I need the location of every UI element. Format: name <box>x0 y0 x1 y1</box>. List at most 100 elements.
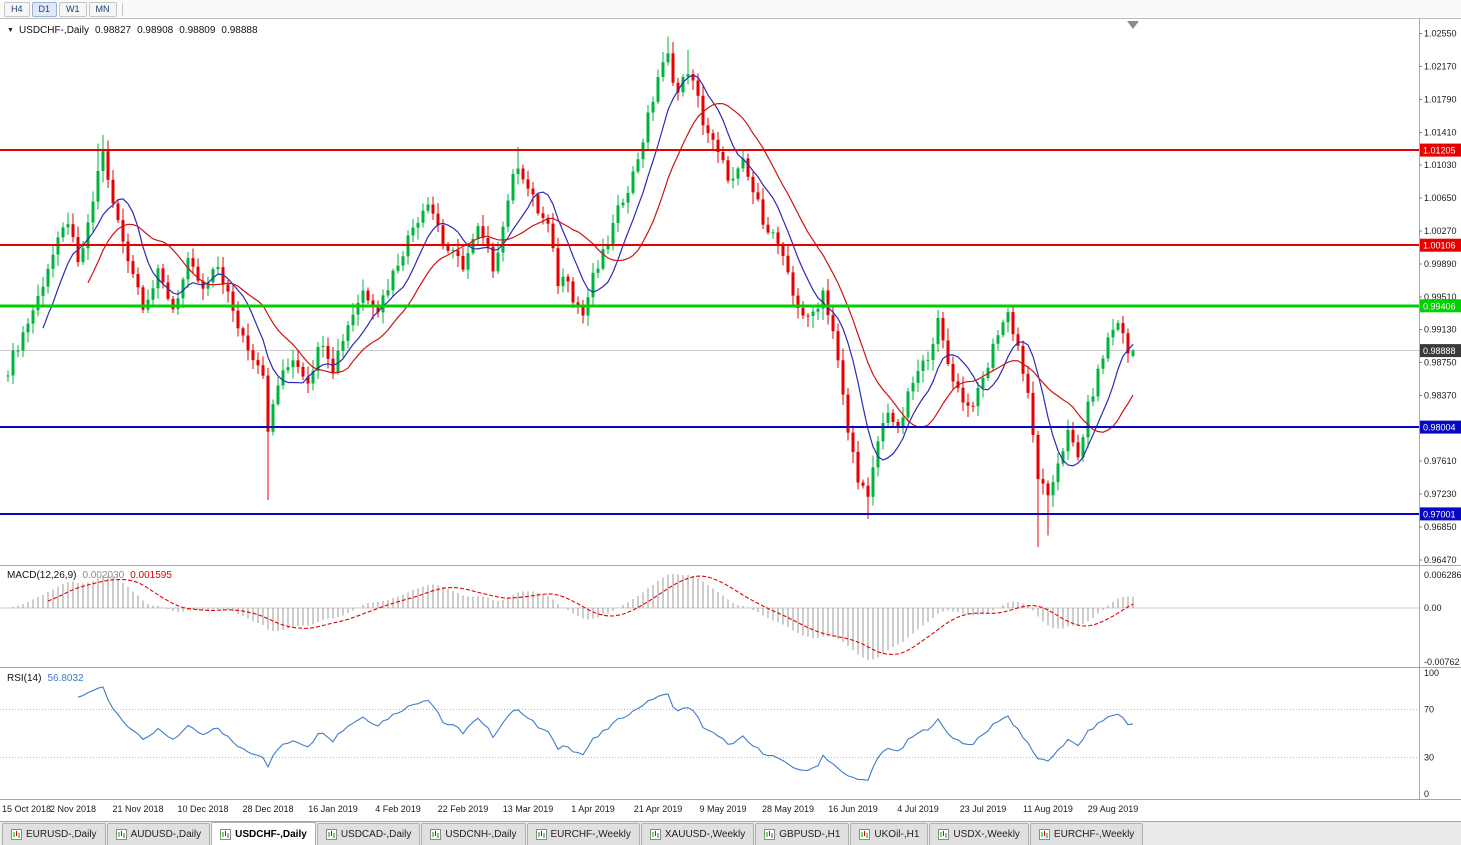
mini-chart-icon <box>535 829 547 840</box>
mini-chart-icon <box>1038 829 1050 840</box>
date-tick-label: 28 Dec 2018 <box>242 804 293 814</box>
date-tick-label: 11 Aug 2019 <box>1023 804 1073 814</box>
timeframe-mn-button[interactable]: MN <box>88 1 117 17</box>
price-badge <box>1420 143 1461 157</box>
chart-workspace[interactable]: 1.02550 1.02170 1.01790 1.01410 1.01030 1.006… <box>0 19 1461 821</box>
price-tick-label: 1.00650 <box>1424 193 1457 203</box>
date-tick-label: 21 Nov 2018 <box>112 804 163 814</box>
chart-tab-4[interactable]: USDCAD-,Daily <box>316 823 421 845</box>
chart-tab-1[interactable]: EURUSD-,Daily <box>2 823 106 845</box>
collapse-arrow-icon: ▼ <box>7 27 14 34</box>
price-badge-label: 0.99406 <box>1423 301 1456 311</box>
chart-title: ▼ USDCHF-,Daily 0.98827 0.98908 0.98809 … <box>7 25 258 36</box>
mini-chart-icon <box>938 829 950 840</box>
price-badge <box>1420 238 1461 252</box>
chart-tab-5[interactable]: USDCNH-,Daily <box>421 823 526 845</box>
price-tick-label: 0.98750 <box>1424 358 1457 368</box>
price-badge-label: 1.01205 <box>1423 146 1456 156</box>
timeframe-toolbar: H4 D1 W1 MN <box>0 0 1461 19</box>
chart-tab-label: UKOil-,H1 <box>874 829 920 840</box>
rsi-axis-label: 0 <box>1424 789 1429 799</box>
macd-main-value: 0.002030 <box>82 570 125 581</box>
chart-tab-7[interactable]: XAUUSD-,Weekly <box>640 823 755 845</box>
price-tick-label: 1.02550 <box>1424 29 1457 39</box>
chart-tab-label: USDCNH-,Daily <box>445 829 517 840</box>
price-badge <box>1420 299 1461 313</box>
toolbar-separator <box>121 2 123 16</box>
date-tick-label: 1 Apr 2019 <box>571 804 615 814</box>
date-axis[interactable] <box>0 800 1419 821</box>
price-badge <box>1420 344 1461 358</box>
chart-canvas[interactable]: 1.02550 1.02170 1.01790 1.01410 1.01030 1.006… <box>0 19 1461 821</box>
price-badge-label: 0.98004 <box>1423 423 1456 433</box>
price-tick-label: 1.01790 <box>1424 95 1457 105</box>
chart-tab-label: USDCHF-,Daily <box>235 828 307 840</box>
price-tick-label: 1.00270 <box>1424 226 1457 236</box>
date-tick-label: 10 Dec 2018 <box>177 804 228 814</box>
chart-tab-label: USDCAD-,Daily <box>340 829 412 840</box>
chart-tab-label: EURCHF-,Weekly <box>550 829 631 840</box>
date-tick-label: 4 Jul 2019 <box>897 804 939 814</box>
ma-slow-line <box>87 102 1134 433</box>
date-tick-label: 16 Jun 2019 <box>828 804 878 814</box>
candlestick-series <box>6 36 1135 547</box>
mini-chart-icon <box>764 829 776 840</box>
mini-chart-icon <box>115 829 127 840</box>
date-tick-label: 22 Feb 2019 <box>438 804 489 814</box>
price-tick-label: 0.98370 <box>1424 390 1457 400</box>
date-tick-label: 23 Jul 2019 <box>960 804 1007 814</box>
price-tick-label: 0.99890 <box>1424 259 1457 269</box>
symbol-timeframe-label: USDCHF-,Daily <box>18 25 89 36</box>
chart-tab-3[interactable]: USDCHF-,Daily <box>211 822 316 845</box>
chart-tab-11[interactable]: EURCHF-,Weekly <box>1029 823 1144 845</box>
date-tick-label: 21 Apr 2019 <box>634 804 683 814</box>
timeframe-d1-button[interactable]: D1 <box>31 1 58 17</box>
rsi-name: RSI(14) <box>7 673 42 684</box>
chart-tab-label: XAUUSD-,Weekly <box>664 829 746 840</box>
ohlc-open-value: 0.98827 <box>94 25 132 36</box>
rsi-axis-label: 70 <box>1424 704 1434 714</box>
chart-tab-label: GBPUSD-,H1 <box>779 829 841 840</box>
mini-chart-icon <box>649 829 661 840</box>
chart-tab-6[interactable]: EURCHF-,Weekly <box>526 823 640 845</box>
chart-tab-2[interactable]: AUDUSD-,Daily <box>106 823 211 845</box>
macd-indicator-label: MACD(12,26,9) 0.002030 0.001595 <box>7 570 172 581</box>
chart-tab-9[interactable]: UKOil-,H1 <box>850 823 929 845</box>
rsi-axis-label: 30 <box>1424 753 1434 763</box>
price-tick-label: 0.96850 <box>1424 522 1457 532</box>
price-tick-label: 1.01030 <box>1424 160 1457 170</box>
price-tick-label: 0.99130 <box>1424 325 1457 335</box>
macd-name: MACD(12,26,9) <box>7 570 77 581</box>
ohlc-low-value: 0.98809 <box>179 25 216 36</box>
timeframe-w1-button[interactable]: W1 <box>59 1 87 17</box>
chart-tab-label: EURUSD-,Daily <box>26 829 97 840</box>
chart-shift-marker-icon <box>1127 21 1139 29</box>
date-tick-label: 16 Jan 2019 <box>308 804 358 814</box>
date-tick-label: 15 Oct 2018 <box>2 804 51 814</box>
timeframe-h4-button[interactable]: H4 <box>4 1 30 17</box>
chart-tab-bar: EURUSD-,Daily AUDUSD-,Daily USDCHF-,Daily U… <box>0 821 1461 845</box>
price-axis[interactable] <box>1419 19 1461 799</box>
chart-tab-10[interactable]: USDX-,Weekly <box>929 823 1029 845</box>
rsi-indicator-label: RSI(14) 56.8032 <box>7 673 84 684</box>
ma-fast-line <box>42 74 1134 467</box>
macd-axis-max-label: 0.006286 <box>1424 570 1461 580</box>
date-tick-label: 2 Nov 2018 <box>50 804 96 814</box>
price-badge-label: 1.00106 <box>1423 241 1456 251</box>
ohlc-high-value: 0.98908 <box>137 25 174 36</box>
date-tick-label: 4 Feb 2019 <box>375 804 421 814</box>
ohlc-close-value: 0.98888 <box>221 25 258 36</box>
mini-chart-icon <box>220 828 232 840</box>
macd-signal-value: 0.001595 <box>130 570 172 581</box>
price-tick-label: 0.97610 <box>1424 456 1457 466</box>
price-tick-label: 0.97230 <box>1424 489 1457 499</box>
chart-tab-8[interactable]: GBPUSD-,H1 <box>755 823 850 845</box>
mini-chart-icon <box>325 829 337 840</box>
date-tick-label: 28 May 2019 <box>762 804 814 814</box>
rsi-line <box>77 686 1134 781</box>
macd-axis-min-label: -0.00762 <box>1424 657 1460 667</box>
macd-signal-line <box>47 575 1134 656</box>
price-badge <box>1420 420 1461 434</box>
rsi-value: 56.8032 <box>47 673 84 684</box>
